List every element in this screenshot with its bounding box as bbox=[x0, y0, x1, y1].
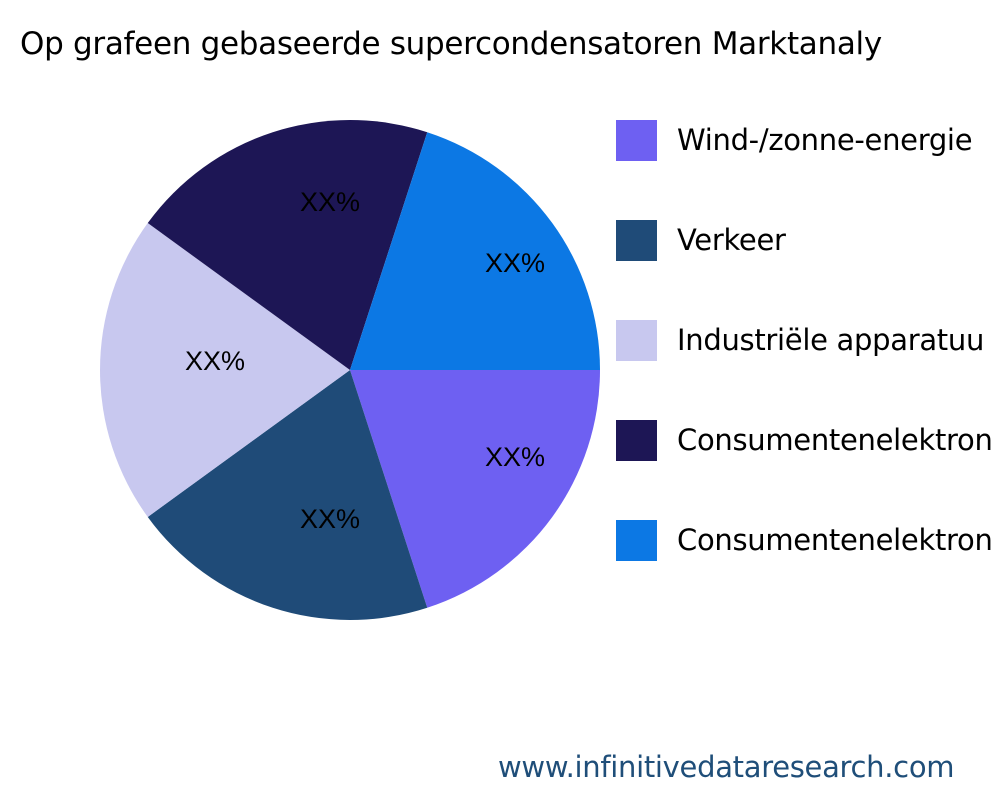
legend-item[interactable]: Consumentenelektron bbox=[616, 419, 993, 461]
legend-swatch bbox=[616, 219, 657, 261]
pie-slice[interactable] bbox=[147, 370, 428, 620]
legend-item[interactable]: Industriële apparatuu bbox=[616, 319, 984, 361]
legend-label: Consumentenelektron bbox=[677, 423, 993, 457]
slice-data-label: XX% bbox=[300, 504, 360, 534]
pie-slice[interactable] bbox=[350, 370, 600, 608]
slice-data-label: XX% bbox=[185, 346, 245, 376]
pie-slice[interactable] bbox=[147, 120, 428, 370]
legend-label: Industriële apparatuu bbox=[677, 323, 985, 357]
slice-data-label: XX% bbox=[485, 248, 545, 278]
slice-data-label: XX% bbox=[300, 187, 360, 217]
legend-label: Verkeer bbox=[677, 223, 786, 257]
legend-label: Wind-/zonne-energie bbox=[677, 123, 973, 157]
legend-swatch bbox=[616, 519, 657, 561]
slice-data-label: XX% bbox=[485, 442, 545, 472]
legend-swatch bbox=[616, 419, 657, 461]
legend-label: Consumentenelektron bbox=[677, 523, 993, 557]
footer-url[interactable]: www.infinitivedataresearch.com bbox=[498, 750, 955, 784]
pie-slice[interactable] bbox=[100, 223, 350, 517]
legend-swatch bbox=[616, 119, 657, 161]
legend-item[interactable]: Consumentenelektron bbox=[616, 519, 993, 561]
legend-item[interactable]: Verkeer bbox=[616, 219, 786, 261]
legend-item[interactable]: Wind-/zonne-energie bbox=[616, 119, 973, 161]
chart-title: Op grafeen gebaseerde supercondensatoren… bbox=[20, 26, 882, 62]
pie-slice[interactable] bbox=[350, 132, 600, 370]
legend-swatch bbox=[616, 319, 657, 361]
